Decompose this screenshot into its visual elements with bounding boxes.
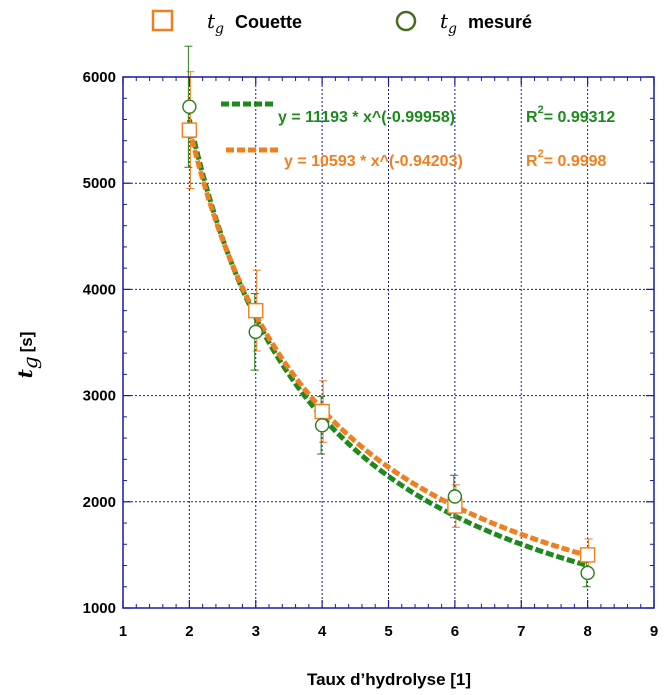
- data-point-couette: [579, 547, 596, 563]
- legend-label-mesure: mesuré: [468, 12, 532, 32]
- legend-marker-circle-icon: [395, 10, 417, 32]
- data-point-couette: [248, 302, 264, 319]
- data-markers: [181, 99, 596, 581]
- x-tick-label: 8: [583, 623, 591, 640]
- x-axis-title: Taux d’hydrolyse [1]: [307, 670, 471, 689]
- fit-r2-value-couette: = 0.9998: [544, 153, 607, 170]
- legend-symbol-mesure: tg: [440, 9, 457, 37]
- legend-item-mesure: tg mesuré: [395, 9, 532, 37]
- legend-subscript-couette: g: [215, 21, 224, 37]
- x-tick-label: 9: [650, 623, 658, 640]
- data-point-mesure: [447, 489, 463, 504]
- fit-equation-couette: y = 10593 * x^(-0.94203): [284, 153, 463, 170]
- y-axis-subscript: g: [18, 356, 42, 369]
- y-tick-label: 1000: [83, 600, 116, 617]
- y-tick-label: 3000: [83, 388, 116, 405]
- fit-r2-exp-couette: 2: [538, 148, 544, 160]
- fit-r2-couette: R2= 0.9998: [526, 148, 607, 170]
- y-tick-label: 4000: [83, 281, 116, 298]
- fit-equation-mesure: y = 11193 * x^(-0.99958): [278, 109, 455, 126]
- x-tick-label: 3: [252, 623, 260, 640]
- x-tick-label: 2: [185, 623, 193, 640]
- y-tick-label: 6000: [83, 69, 116, 86]
- y-axis-symbol: t: [13, 368, 37, 378]
- fit-r2-value-mesure: = 0.99312: [544, 109, 616, 126]
- y-tick-labels: 1000 2000 3000 4000 5000 6000: [83, 69, 116, 617]
- fit-r2-label-couette: R: [526, 153, 538, 170]
- x-tick-label: 6: [451, 623, 459, 640]
- x-tick-label: 4: [318, 623, 327, 640]
- legend-item-couette: tg Couette: [151, 9, 302, 37]
- fit-legend: y = 11193 * x^(-0.99958) R2= 0.99312 y =…: [221, 101, 615, 170]
- gridlines: [123, 77, 654, 608]
- fit-r2-label-mesure: R: [526, 109, 538, 126]
- legend-marker-square-icon: [151, 9, 174, 32]
- plot-frame: [122, 76, 655, 609]
- fit-r2-exp-mesure: 2: [538, 104, 544, 116]
- x-tick-label: 5: [384, 623, 392, 640]
- data-point-couette: [314, 403, 330, 420]
- y-tick-label: 2000: [83, 494, 116, 511]
- x-tick-label: 7: [517, 623, 525, 640]
- legend-label-couette: Couette: [235, 12, 302, 32]
- data-point-couette: [181, 122, 198, 138]
- legend: tg Couette tg mesuré: [151, 9, 532, 37]
- data-point-mesure: [182, 99, 197, 114]
- data-point-mesure: [248, 324, 263, 340]
- legend-subscript-mesure: g: [448, 21, 457, 37]
- legend-symbol-couette: tg: [207, 9, 224, 37]
- data-point-mesure: [314, 418, 330, 433]
- data-point-mesure: [580, 565, 595, 581]
- fit-r2-mesure: R2= 0.99312: [526, 104, 615, 126]
- fit-curve-couette: [186, 128, 589, 558]
- y-axis-unit: [s]: [17, 332, 36, 353]
- y-axis-title: tg [s]: [13, 332, 42, 379]
- y-tick-label: 5000: [83, 175, 116, 192]
- x-tick-label: 1: [119, 623, 127, 640]
- x-tick-labels: 1 2 3 4 5 6 7 8 9: [119, 623, 658, 640]
